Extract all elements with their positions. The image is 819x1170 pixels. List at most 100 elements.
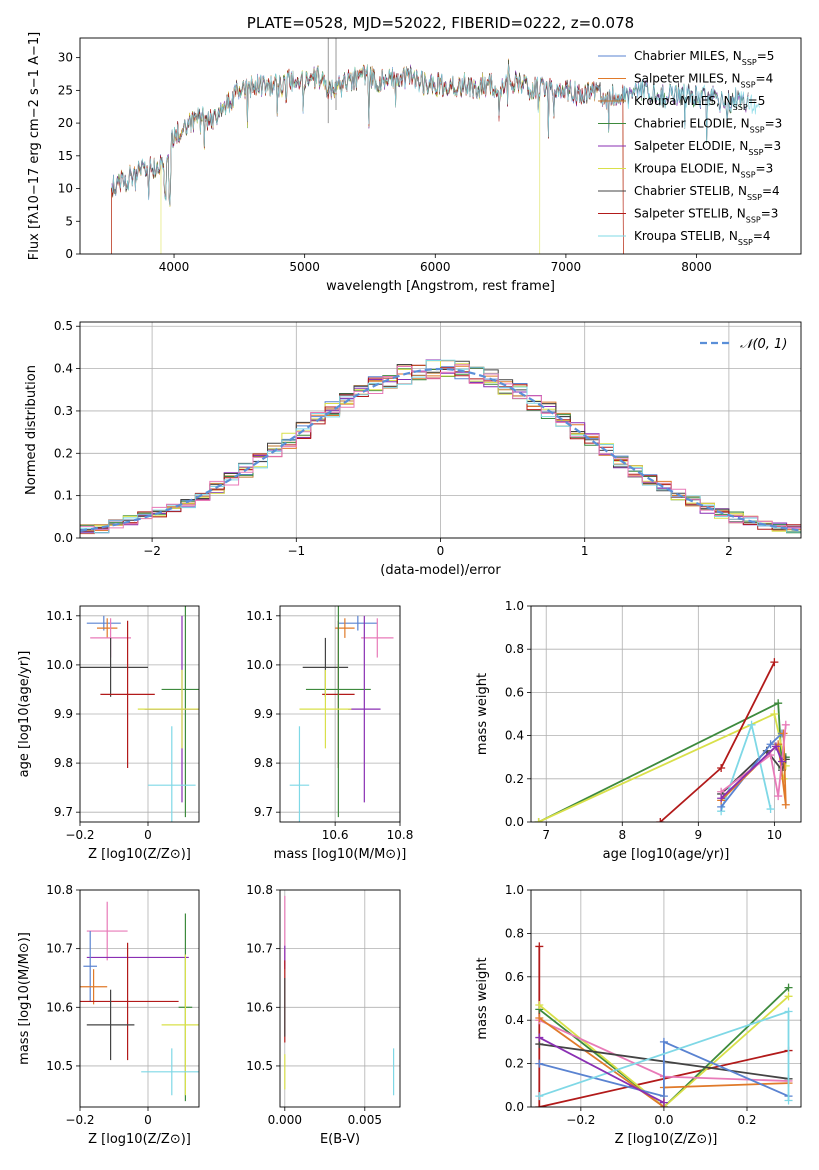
weight-series: [538, 1036, 665, 1104]
axes-frame: [279, 889, 401, 1108]
y-tick-label: 15: [58, 149, 73, 163]
x-axis-label: age [log10(age/yr)]: [603, 847, 730, 862]
x-tick-label: −2: [143, 544, 161, 558]
y-axis-label: age [log10(age/yr)]: [17, 651, 32, 778]
x-tick-label: 0: [437, 544, 445, 558]
y-tick-label: 1.0: [505, 599, 524, 613]
y-tick-label: 25: [58, 83, 73, 97]
y-tick-label: 0.8: [505, 926, 524, 940]
axes-mass_vs_Z: −0.2 0 10.5 10.6 10.7 10.8 Z [log10(Z/Z⊙)] mass…: [17, 883, 200, 1147]
axes-frame: [79, 321, 802, 539]
legend-entry: Chabrier STELIB, NSSP=4: [634, 184, 780, 202]
error-bar-point: [80, 637, 148, 697]
weight-marker: [766, 740, 775, 749]
x-axis-label: E(B-V): [320, 1132, 360, 1147]
spectrum-series-salpeter-stelib: [111, 64, 624, 254]
x-tick-label: 7: [542, 828, 550, 842]
y-tick-label: 0.0: [505, 1100, 524, 1114]
axes-age_vs_mass: 10.6 10.8 9.7 9.8 9.9 10.0 10.1 mass [log10(M/M…: [246, 605, 414, 862]
x-tick-label: 10.6: [322, 828, 349, 842]
y-tick-label: 10.8: [246, 883, 273, 897]
y-axis-label: mass [log10(M/M⊙)]: [17, 932, 32, 1065]
error-bar-point: [100, 620, 155, 768]
axes-frame: [79, 605, 200, 823]
plot-area-mass_vs_EBV: [284, 895, 395, 1096]
weight-marker: [535, 1059, 544, 1068]
spectrum-series-kroupa-miles: [111, 59, 624, 254]
y-tick-label: 10.1: [46, 609, 73, 623]
weight-series: [720, 744, 783, 799]
normal-curve: [80, 367, 801, 532]
error-bar-point: [348, 615, 381, 803]
axes-age_vs_Z: −0.2 0 9.7 9.8 9.9 10.0 10.1 Z [log10(Z/Z⊙)] age…: [17, 605, 200, 862]
plot-area-weight_vs_age: [534, 658, 790, 822]
y-axis-label: mass weight: [475, 673, 490, 755]
error-bar-point: [83, 931, 97, 1002]
error-bar-point: [361, 618, 394, 658]
axes-weight_vs_age: 7 8 9 10 0.0 0.2 0.4 0.6 0.8 1.0 age [log10(age/yr…: [475, 599, 802, 862]
x-axis-label: (data-model)/error: [380, 563, 501, 578]
plot-area-mass_vs_Z: [80, 901, 199, 1102]
legend-entry: Kroupa MILES, NSSP=5: [634, 94, 765, 112]
weight-marker: [781, 720, 790, 729]
error-bar-point: [161, 954, 199, 1096]
x-axis-label: Z [log10(Z/Z⊙)]: [88, 847, 191, 862]
y-tick-label: 0.4: [505, 1013, 524, 1027]
x-tick-label: 1: [581, 544, 589, 558]
legend-entry: Salpeter MILES, NSSP=4: [634, 72, 773, 90]
error-bar-point: [80, 942, 179, 1061]
x-tick-label: 9: [695, 828, 703, 842]
axes-frame: [279, 605, 401, 823]
axes-spectrum: 4000 5000 6000 7000 8000 0 5 10 15 20 25 30 waveleng…: [27, 32, 802, 294]
y-axis-label: Flux [fλ10−17 erg cm−2 s−1 A−1]: [27, 32, 42, 260]
weight-marker: [784, 983, 793, 992]
plot-area-age_vs_mass: [289, 606, 394, 822]
axes-frame: [530, 889, 802, 1108]
y-tick-label: 0.4: [505, 729, 524, 743]
weight-marker: [766, 805, 775, 814]
weight-marker: [784, 1096, 793, 1105]
x-axis-label: Z [log10(Z/Z⊙)]: [615, 1132, 718, 1147]
legend: Chabrier MILES, NSSP=5 Salpeter MILES, NS…: [598, 49, 782, 247]
x-axis-label: Z [log10(Z/Z⊙)]: [88, 1132, 191, 1147]
weight-marker: [774, 699, 783, 708]
weight-marker: [535, 1014, 544, 1023]
weight-marker: [535, 1092, 544, 1101]
y-tick-label: 10.1: [246, 609, 273, 623]
axes-frame: [530, 605, 802, 823]
y-tick-label: 9.9: [254, 707, 273, 721]
x-tick-label: 7000: [551, 260, 582, 274]
y-tick-label: 0.6: [505, 685, 524, 699]
weight-marker: [535, 1001, 544, 1010]
y-tick-label: 0.4: [54, 362, 73, 376]
y-tick-label: 10.6: [246, 1000, 273, 1014]
y-tick-label: 0.3: [54, 404, 73, 418]
weight-marker: [779, 729, 788, 738]
y-tick-label: 10.8: [46, 883, 73, 897]
y-tick-label: 10.5: [46, 1059, 73, 1073]
x-tick-label: −0.2: [566, 1113, 595, 1127]
x-tick-label: 10.8: [387, 828, 414, 842]
x-axis-label: wavelength [Angstrom, rest frame]: [326, 279, 555, 294]
axes-frame: [79, 37, 802, 255]
legend-entry: 𝒩(0, 1): [740, 337, 787, 352]
x-tick-label: 2: [725, 544, 733, 558]
x-tick-label: 0.005: [348, 1113, 382, 1127]
x-tick-label: −0.2: [65, 828, 94, 842]
y-tick-label: 9.9: [54, 707, 73, 721]
weight-marker: [535, 942, 544, 951]
y-tick-label: 5: [65, 214, 73, 228]
weight-marker: [659, 1098, 668, 1107]
error-bar-point: [80, 969, 108, 1005]
x-tick-label: 5000: [289, 260, 320, 274]
plot-area-spectrum: [111, 38, 761, 254]
legend-entry: Kroupa STELIB, NSSP=4: [634, 229, 771, 247]
x-tick-label: 4000: [159, 260, 190, 274]
error-bar-point: [289, 726, 310, 822]
y-tick-label: 0.5: [54, 319, 73, 333]
y-tick-label: 10.5: [246, 1059, 273, 1073]
axes-mass_vs_EBV: 0.000 0.005 10.5 10.6 10.7 10.8 E(B-V): [246, 883, 401, 1147]
y-tick-label: 0.0: [54, 531, 73, 545]
error-bar-point: [86, 989, 135, 1061]
